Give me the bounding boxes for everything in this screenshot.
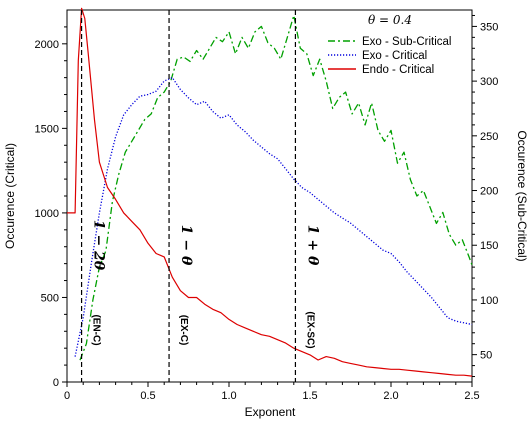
x-tick-label: 2.0 (383, 390, 398, 402)
right-y-tick-label: 350 (480, 21, 498, 33)
left-y-axis-label: Occurence (Critical) (3, 143, 17, 249)
right-y-axis-label: Occurence (Sub-Critical) (515, 130, 528, 261)
right-y-tick-label: 300 (480, 76, 498, 88)
legend-label: Endo - Critical (362, 64, 434, 76)
series-endo-critical (67, 7, 473, 377)
right-y-tick-label: 150 (480, 240, 498, 252)
series-exo-sub-critical (79, 14, 473, 361)
left-y-tick-label: 2000 (35, 39, 59, 51)
vline-tag: (EX-C) (178, 315, 189, 346)
right-y-tick-label: 50 (480, 350, 492, 362)
legend-label: Exo - Sub-Critical (362, 36, 451, 48)
left-y-tick-label: 0 (53, 377, 59, 389)
vline-label: 1 − θ (178, 225, 194, 266)
vline-tag: (EX-SC) (304, 311, 315, 348)
x-tick-label: 1.0 (221, 390, 236, 402)
vline-layer: 1 − 2θ (EN-C) 1 − θ (EX-C) 1 + θ (EX-SC) (80, 10, 320, 382)
x-tick-label: 2.5 (464, 390, 479, 402)
left-y-tick-label: 1500 (35, 123, 59, 135)
vline-tag: (EN-C) (91, 314, 102, 345)
left-y-axis: 0 500 1000 1500 2000 (35, 26, 67, 389)
right-y-tick-label: 100 (480, 295, 498, 307)
x-axis: 0 0.5 1.0 1.5 2.0 2.5 (64, 382, 480, 402)
x-tick-label: 1.5 (302, 390, 317, 402)
right-y-tick-label: 200 (480, 186, 498, 198)
left-y-tick-label: 1000 (35, 208, 59, 220)
right-y-tick-label: 250 (480, 131, 498, 143)
left-y-tick-label: 500 (41, 292, 59, 304)
vline-label: 1 + θ (304, 225, 320, 266)
series-layer (67, 7, 473, 377)
x-axis-label: Exponent (245, 405, 296, 419)
right-y-axis: 50 100 150 200 250 300 350 (472, 14, 498, 378)
legend-label: Exo - Critical (362, 50, 427, 62)
legend-title: θ = 0.4 (368, 13, 412, 27)
x-tick-label: 0.5 (140, 390, 155, 402)
series-exo-critical (74, 76, 473, 357)
legend: θ = 0.4 Exo - Sub-Critical Exo - Critical E… (328, 13, 451, 76)
vline-label: 1 − 2θ (91, 220, 107, 271)
x-tick-label: 0 (64, 390, 70, 402)
